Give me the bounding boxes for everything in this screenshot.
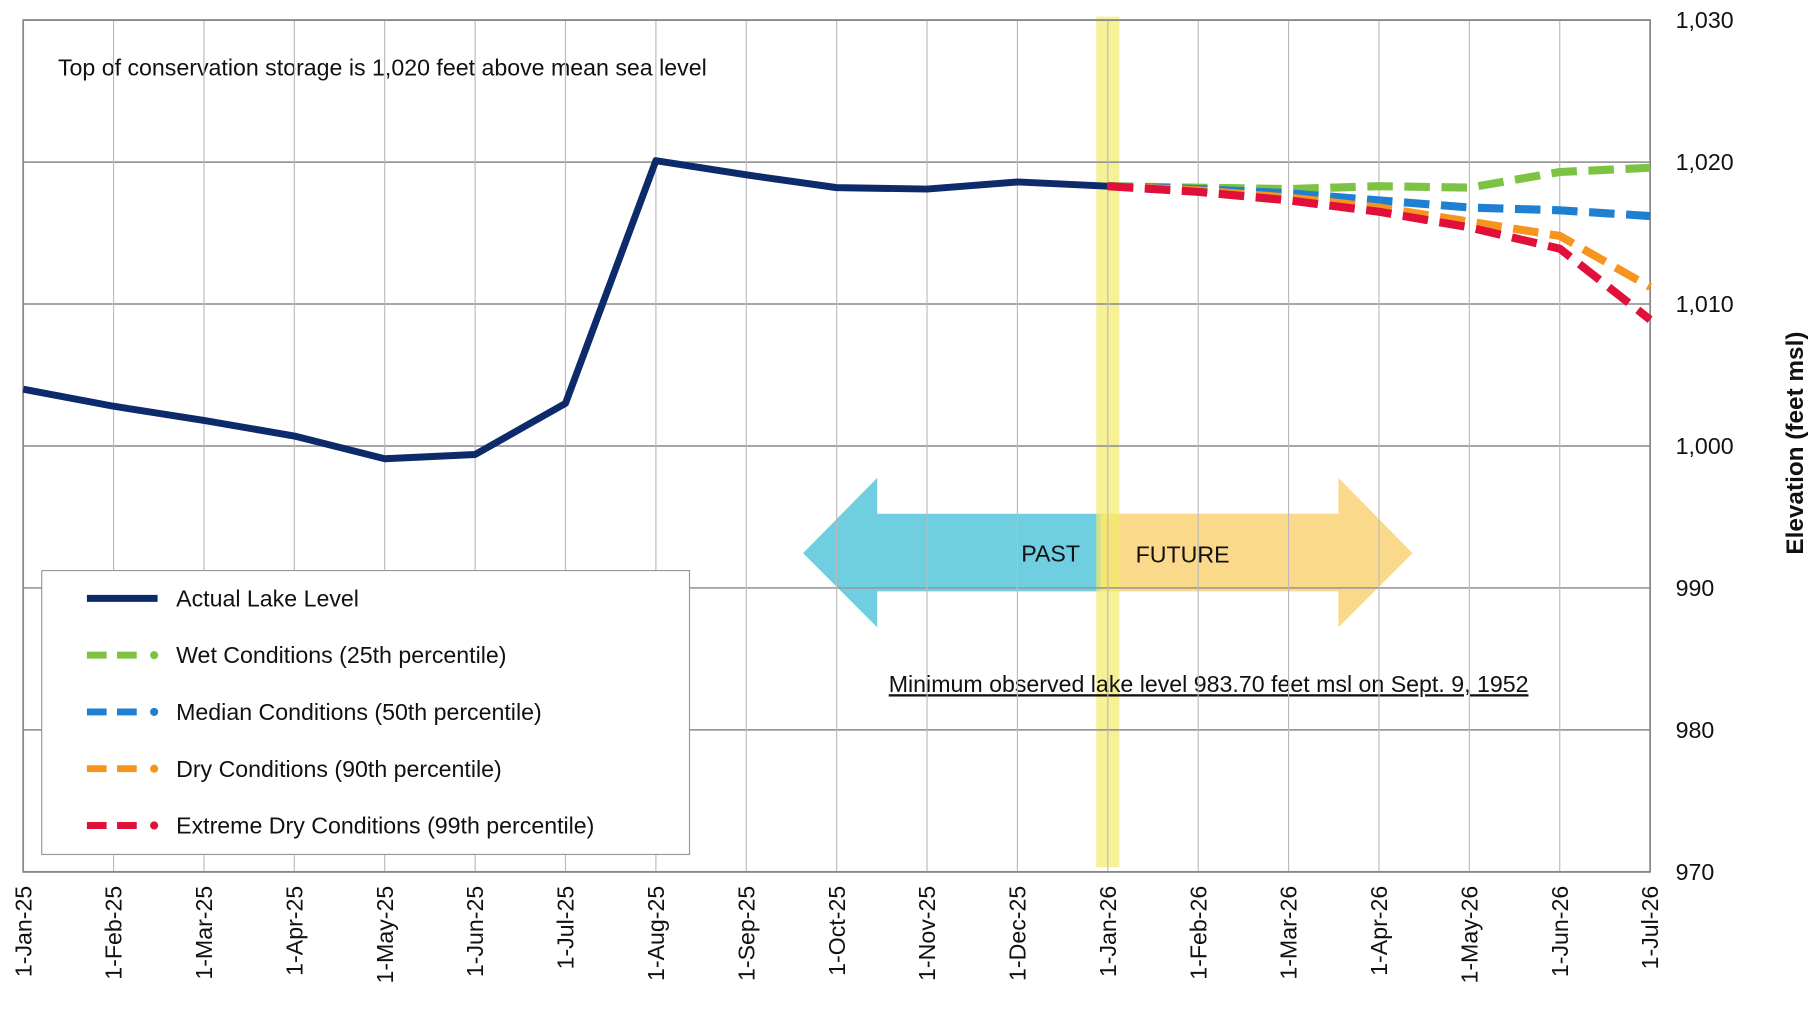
annotation: Top of conservation storage is 1,020 fee… xyxy=(58,55,707,81)
y-tick-label: 990 xyxy=(1676,575,1715,601)
series-line xyxy=(22,157,1108,463)
y-axis-label: Elevation (feet msl) xyxy=(1782,332,1809,555)
x-tick-label: 1-Feb-26 xyxy=(1185,886,1211,980)
y-tick-label: 1,000 xyxy=(1676,433,1734,459)
x-tick-label: 1-Dec-25 xyxy=(1005,886,1031,981)
legend-swatch xyxy=(150,821,159,830)
legend-swatch xyxy=(150,651,159,660)
legend-label: Dry Conditions (90th percentile) xyxy=(176,756,502,782)
x-tick-label: 1-Aug-25 xyxy=(643,886,669,981)
x-tick-label: 1-Jul-26 xyxy=(1637,886,1663,970)
annotation: PAST xyxy=(1021,540,1080,566)
y-tick-label: 1,010 xyxy=(1676,291,1734,317)
annotation: FUTURE xyxy=(1136,541,1230,567)
x-tick-label: 1-Apr-25 xyxy=(281,886,307,976)
series-line xyxy=(1107,182,1653,323)
legend-label: Median Conditions (50th percentile) xyxy=(176,699,542,725)
x-tick-label: 1-Sep-25 xyxy=(733,886,759,981)
legend xyxy=(41,569,691,856)
y-tick-label: 1,030 xyxy=(1676,7,1734,33)
x-tick-label: 1-Jun-25 xyxy=(462,886,488,977)
future-arrow xyxy=(1100,477,1413,628)
legend-label: Actual Lake Level xyxy=(176,585,359,611)
x-tick-label: 1-Jan-25 xyxy=(10,886,36,977)
x-tick-label: 1-Jan-26 xyxy=(1095,886,1121,977)
x-tick-label: 1-Nov-25 xyxy=(914,886,940,981)
y-tick-label: 970 xyxy=(1676,859,1715,885)
x-tick-label: 1-Oct-25 xyxy=(824,886,850,976)
x-tick-label: 1-May-25 xyxy=(372,886,398,984)
plot-border xyxy=(22,19,1652,873)
past-arrow xyxy=(803,477,1101,628)
x-tick-label: 1-Jul-25 xyxy=(553,886,579,970)
x-tick-label: 1-May-26 xyxy=(1456,886,1482,984)
annotation: Minimum observed lake level 983.70 feet … xyxy=(889,671,1529,697)
x-tick-label: 1-Feb-25 xyxy=(101,886,127,980)
legend-label: Wet Conditions (25th percentile) xyxy=(176,642,506,668)
legend-label: Extreme Dry Conditions (99th percentile) xyxy=(176,813,594,839)
legend-swatch xyxy=(150,764,159,773)
legend-swatch xyxy=(150,707,159,716)
y-tick-label: 980 xyxy=(1676,717,1715,743)
x-tick-label: 1-Mar-25 xyxy=(191,886,217,980)
x-tick-label: 1-Mar-26 xyxy=(1276,886,1302,980)
y-tick-label: 1,020 xyxy=(1676,149,1734,175)
x-tick-label: 1-Jun-26 xyxy=(1547,886,1573,977)
x-tick-label: 1-Apr-26 xyxy=(1366,886,1392,976)
